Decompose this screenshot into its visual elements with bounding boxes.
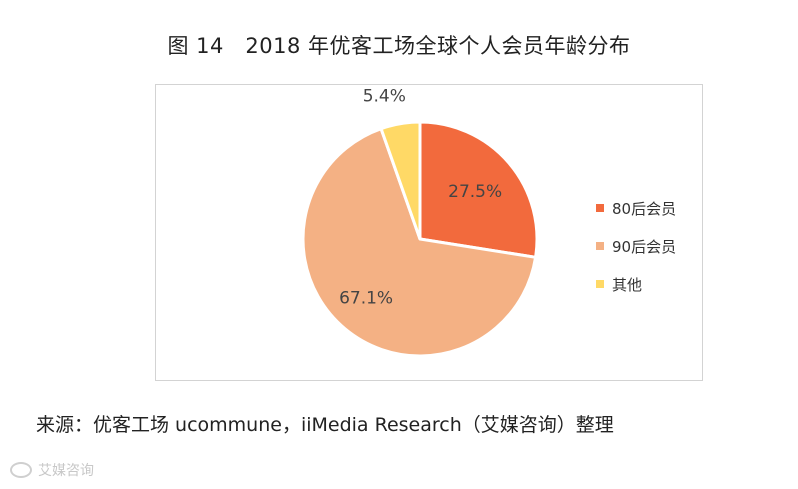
- pie-slice-90s: [301, 127, 538, 358]
- watermark: 艾媒咨询: [10, 460, 94, 480]
- pie-slices: [301, 120, 539, 358]
- legend-label-80s: 80后会员: [612, 199, 677, 218]
- chart-frame: [155, 84, 703, 381]
- legend-item-90s: 90后会员: [596, 227, 706, 265]
- pie-label-other: 5.4%: [363, 87, 406, 107]
- legend: 80后会员 90后会员 其他: [596, 189, 706, 303]
- watermark-text: 艾媒咨询: [38, 463, 94, 479]
- pie-label-80s: 27.5%: [448, 182, 502, 202]
- legend-label-other: 其他: [612, 275, 643, 294]
- legend-item-80s: 80后会员: [596, 189, 706, 227]
- watermark-logo-icon: [10, 462, 32, 478]
- legend-swatch-80s: [596, 204, 604, 212]
- pie-slice-labels: 27.5% 67.1% 5.4%: [339, 87, 502, 309]
- pie-slice-other: [379, 120, 422, 241]
- legend-label-90s: 90后会员: [612, 237, 677, 256]
- pie-slice-80s: [418, 120, 539, 259]
- pie-label-90s: 67.1%: [339, 289, 393, 309]
- legend-swatch-other: [596, 280, 604, 288]
- source-note: 来源：优客工场 ucommune，iiMedia Research（艾媒咨询）整…: [36, 414, 614, 436]
- chart-title: 图 14 2018 年优客工场全球个人会员年龄分布: [167, 34, 631, 58]
- legend-item-other: 其他: [596, 265, 706, 303]
- legend-swatch-90s: [596, 242, 604, 250]
